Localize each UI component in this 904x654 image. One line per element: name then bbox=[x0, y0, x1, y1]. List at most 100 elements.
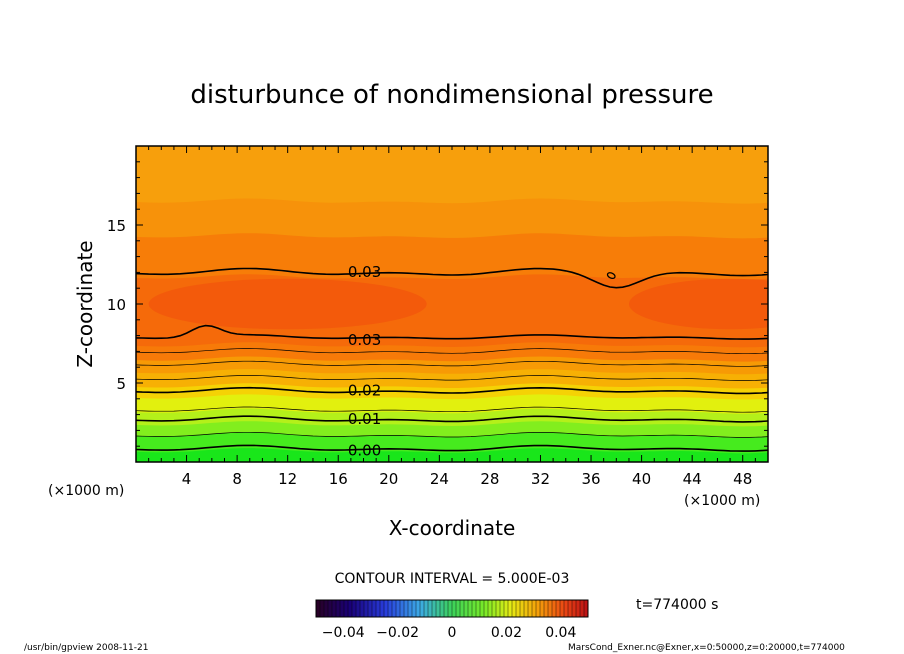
colorbar-cell bbox=[568, 600, 573, 617]
colorbar-cell bbox=[336, 600, 341, 617]
contour-lines bbox=[136, 267, 768, 452]
colorbar-cell bbox=[332, 600, 337, 617]
colorbar-cell bbox=[504, 600, 509, 617]
contour-closed-loop bbox=[606, 272, 616, 280]
chart-title: disturbunce of nondimensional pressure bbox=[190, 80, 713, 110]
colorbar-cell bbox=[552, 600, 557, 617]
colorbar-cell bbox=[572, 600, 577, 617]
colorbar-tick-label: −0.04 bbox=[322, 625, 365, 641]
colorbar-cell bbox=[484, 600, 489, 617]
colorbar-cell bbox=[388, 600, 393, 617]
contour-band bbox=[136, 225, 768, 280]
colorbar-cell bbox=[348, 600, 353, 617]
x-tick-label: 28 bbox=[480, 470, 499, 488]
colorbar-cell bbox=[436, 600, 441, 617]
colorbar-cell bbox=[428, 600, 433, 617]
x-tick-label: 48 bbox=[733, 470, 752, 488]
colorbar-cell bbox=[492, 600, 497, 617]
colorbar-cell bbox=[352, 600, 357, 617]
colorbar-cell bbox=[356, 600, 361, 617]
colorbar-tick-label: 0.04 bbox=[545, 625, 576, 641]
x-unit-left: (×1000 m) bbox=[48, 483, 124, 499]
colorbar-cell bbox=[320, 600, 325, 617]
colorbar-cell bbox=[480, 600, 485, 617]
colorbar-tick-label: −0.02 bbox=[376, 625, 419, 641]
colorbar-cell bbox=[368, 600, 373, 617]
colorbar-cell bbox=[500, 600, 505, 617]
pressure-maximum bbox=[628, 278, 768, 330]
colorbar-tick-label: 0 bbox=[448, 625, 457, 641]
contour-interval: CONTOUR INTERVAL = 5.000E-03 bbox=[335, 571, 570, 587]
pressure-maximum bbox=[148, 278, 427, 330]
colorbar-cell bbox=[400, 600, 405, 617]
colorbar-cell bbox=[432, 600, 437, 617]
colorbar-cell bbox=[360, 600, 365, 617]
colorbar-cell bbox=[328, 600, 333, 617]
colorbar-cell bbox=[452, 600, 457, 617]
colorbar-cell bbox=[516, 600, 521, 617]
contour-labels: 0.03 0.03 0.02 0.01 0.00 bbox=[348, 263, 381, 460]
colorbar-cell bbox=[444, 600, 449, 617]
colorbar-frame bbox=[315, 599, 589, 618]
x-tick-label: 32 bbox=[531, 470, 550, 488]
colorbar-cell bbox=[564, 600, 569, 617]
colorbar-ticks: −0.04 −0.02 0 0.02 0.04 bbox=[322, 625, 577, 641]
contour-line bbox=[136, 324, 768, 340]
colorbar-tick-label: 0.02 bbox=[491, 625, 522, 641]
contour-line-minor bbox=[136, 431, 768, 438]
contour-line bbox=[136, 444, 768, 452]
colorbar-cell bbox=[468, 600, 473, 617]
contour-line-minor bbox=[136, 360, 768, 367]
contour-line-minor bbox=[136, 348, 768, 355]
y-axis-ticks: 5 10 15 bbox=[107, 145, 768, 463]
colorbar-cell bbox=[412, 600, 417, 617]
colorbar-cell bbox=[472, 600, 477, 617]
colorbar-cell bbox=[344, 600, 349, 617]
x-tick-label: 4 bbox=[182, 470, 192, 488]
x-axis-label: X-coordinate bbox=[389, 516, 516, 540]
colorbar-cell bbox=[508, 600, 513, 617]
contour-label: 0.03 bbox=[348, 263, 381, 281]
colorbar-cell bbox=[416, 600, 421, 617]
colorbar-cell bbox=[548, 600, 553, 617]
x-tick-label: 16 bbox=[329, 470, 348, 488]
colorbar-cell bbox=[324, 600, 329, 617]
colorbar-cell bbox=[460, 600, 465, 617]
contour-line bbox=[136, 415, 768, 423]
colorbar-cell bbox=[380, 600, 385, 617]
colorbar-cell bbox=[424, 600, 429, 617]
colorbar-cell bbox=[544, 600, 549, 617]
colorbar-cell bbox=[488, 600, 493, 617]
contour-label: 0.01 bbox=[348, 410, 381, 428]
contour-fills bbox=[136, 146, 768, 462]
colorbar-cell bbox=[532, 600, 537, 617]
colorbar-cell bbox=[392, 600, 397, 617]
colorbar-cell bbox=[528, 600, 533, 617]
contour-label: 0.02 bbox=[348, 381, 381, 399]
colorbar-cell bbox=[576, 600, 581, 617]
x-tick-label: 12 bbox=[278, 470, 297, 488]
contour-line bbox=[136, 267, 768, 289]
contour-line-minor bbox=[136, 406, 768, 413]
colorbar-cell bbox=[580, 600, 585, 617]
y-axis-label: Z-coordinate bbox=[73, 240, 97, 367]
colorbar-cell bbox=[556, 600, 561, 617]
colorbar-cell bbox=[396, 600, 401, 617]
colorbar-cell bbox=[316, 600, 321, 617]
y-tick-label: 10 bbox=[107, 296, 126, 314]
colorbar-cell bbox=[512, 600, 517, 617]
plot-area bbox=[136, 146, 768, 462]
x-tick-label: 40 bbox=[632, 470, 651, 488]
x-tick-label: 24 bbox=[430, 470, 449, 488]
x-axis-ticks: 4 8 12 16 20 24 28 32 36 40 44 48 bbox=[135, 146, 769, 488]
colorbar-cell bbox=[376, 600, 381, 617]
time-label: t=774000 s bbox=[636, 597, 718, 613]
footer-right: MarsCond_Exner.nc@Exner,x=0:50000,z=0:20… bbox=[568, 643, 845, 653]
colorbar-cell bbox=[584, 600, 589, 617]
colorbar-cell bbox=[420, 600, 425, 617]
colorbar-cell bbox=[496, 600, 501, 617]
colorbar-cell bbox=[464, 600, 469, 617]
x-tick-label: 44 bbox=[683, 470, 702, 488]
x-tick-label: 36 bbox=[581, 470, 600, 488]
